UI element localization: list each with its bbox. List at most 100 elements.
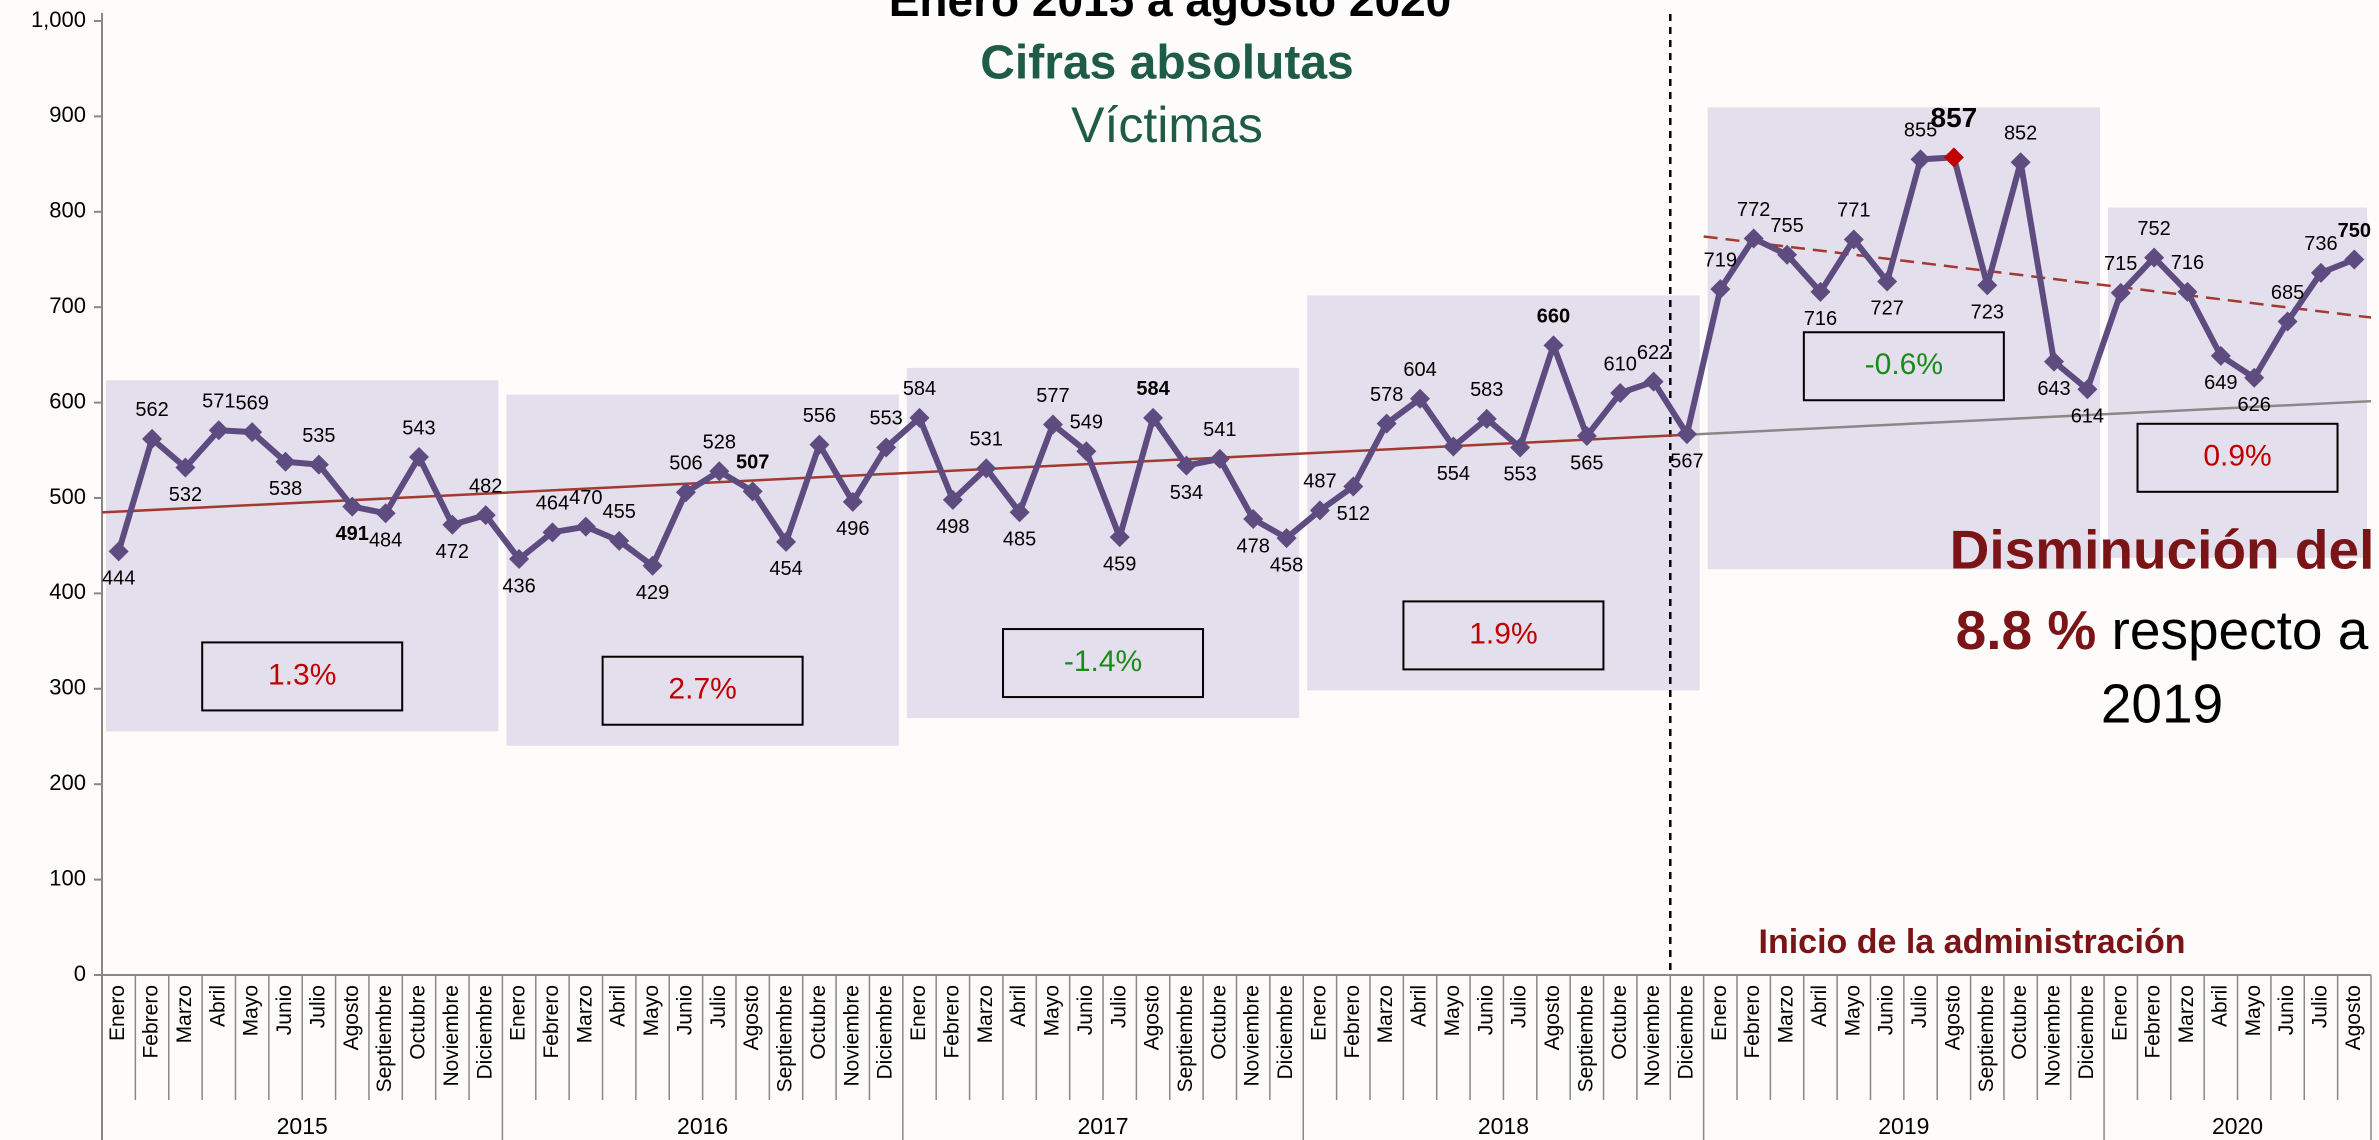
data-label: 487 bbox=[1303, 471, 1336, 493]
data-label: 755 bbox=[1770, 215, 1803, 237]
data-label: 556 bbox=[803, 405, 836, 427]
x-tick-label: Julio bbox=[707, 985, 730, 1028]
chart-subtitle: Cifras absolutas bbox=[980, 37, 1353, 90]
x-tick-label: Julio bbox=[306, 985, 329, 1028]
data-label: 685 bbox=[2271, 282, 2304, 304]
data-label: 626 bbox=[2238, 394, 2271, 416]
x-tick-label: Agosto bbox=[2342, 985, 2365, 1050]
data-label: 444 bbox=[102, 568, 135, 590]
data-label: 614 bbox=[2071, 406, 2104, 428]
x-tick-label: Octubre bbox=[1207, 985, 1230, 1060]
x-tick-label: Diciembre bbox=[874, 985, 897, 1080]
x-tick-label: Octubre bbox=[1608, 985, 1631, 1060]
data-label: 496 bbox=[836, 518, 869, 540]
data-label: 649 bbox=[2204, 372, 2237, 394]
x-tick-label: Noviembre bbox=[840, 985, 863, 1087]
data-label: 553 bbox=[869, 408, 902, 430]
y-tick-label: 200 bbox=[49, 770, 86, 795]
x-tick-label: Abril bbox=[1808, 985, 1831, 1027]
change-label: 2.7% bbox=[668, 673, 736, 706]
y-tick-label: 1,000 bbox=[31, 7, 86, 32]
data-label: 506 bbox=[669, 453, 702, 475]
data-label: 622 bbox=[1637, 342, 1670, 364]
note-line1: Disminución del bbox=[1950, 519, 2375, 581]
x-tick-label: Enero bbox=[2108, 985, 2131, 1041]
x-tick-label: Agosto bbox=[1541, 985, 1564, 1050]
data-label: 532 bbox=[169, 484, 202, 506]
data-label: 583 bbox=[1470, 379, 1503, 401]
x-tick-label: Junio bbox=[1074, 985, 1097, 1035]
x-tick-label: Junio bbox=[2275, 985, 2298, 1035]
change-label: 1.9% bbox=[1469, 617, 1537, 650]
year-label: 2019 bbox=[1878, 1113, 1929, 1139]
data-label: 584 bbox=[903, 378, 936, 400]
x-tick-label: Agosto bbox=[340, 985, 363, 1050]
x-tick-label: Junio bbox=[273, 985, 296, 1035]
x-tick-label: Mayo bbox=[1441, 985, 1464, 1036]
x-tick-label: Noviembre bbox=[1641, 985, 1664, 1087]
data-label: 498 bbox=[936, 516, 969, 538]
x-tick-label: Septiembre bbox=[373, 985, 396, 1092]
chart: Enero 2015 a agosto 2020 Cifras absoluta… bbox=[0, 0, 2379, 1140]
y-tick-label: 900 bbox=[49, 102, 86, 127]
data-label: 857 bbox=[1931, 102, 1978, 133]
x-tick-label: Abril bbox=[1408, 985, 1431, 1027]
data-label: 436 bbox=[502, 575, 535, 597]
x-tick-label: Mayo bbox=[640, 985, 663, 1036]
x-tick-label: Marzo bbox=[173, 985, 196, 1043]
data-label: 528 bbox=[703, 432, 736, 454]
data-label: 459 bbox=[1103, 553, 1136, 575]
note-line3: 2019 bbox=[2101, 673, 2223, 735]
data-label: 750 bbox=[2338, 220, 2371, 242]
data-label: 507 bbox=[736, 452, 769, 474]
chart-title: Enero 2015 a agosto 2020 bbox=[889, 0, 1452, 26]
data-label: 512 bbox=[1337, 503, 1370, 525]
x-tick-label: Julio bbox=[1107, 985, 1130, 1028]
data-label: 752 bbox=[2137, 218, 2170, 240]
x-tick-label: Marzo bbox=[1374, 985, 1397, 1043]
data-label: 852 bbox=[2004, 122, 2037, 144]
x-tick-label: Marzo bbox=[1775, 985, 1798, 1043]
data-label: 458 bbox=[1270, 554, 1303, 576]
x-tick-label: Septiembre bbox=[774, 985, 797, 1092]
x-tick-label: Enero bbox=[1307, 985, 1330, 1041]
year-label: 2017 bbox=[1077, 1113, 1128, 1139]
x-tick-label: Diciembre bbox=[1675, 985, 1698, 1080]
note-line2: 8.8 % respecto a bbox=[1956, 599, 2369, 661]
x-tick-label: Abril bbox=[2208, 985, 2231, 1027]
x-tick-label: Diciembre bbox=[473, 985, 496, 1080]
x-tick-label: Junio bbox=[1875, 985, 1898, 1035]
note-highlight: 8.8 % bbox=[1956, 599, 2097, 661]
x-tick-label: Mayo bbox=[1041, 985, 1064, 1036]
data-label: 643 bbox=[2037, 378, 2070, 400]
x-tick-label: Diciembre bbox=[1274, 985, 1297, 1080]
x-tick-label: Mayo bbox=[240, 985, 263, 1036]
x-tick-label: Febrero bbox=[540, 985, 563, 1059]
data-label: 455 bbox=[603, 501, 636, 523]
data-label: 535 bbox=[302, 425, 335, 447]
x-tick-label: Enero bbox=[907, 985, 930, 1041]
change-label: -0.6% bbox=[1865, 348, 1943, 381]
data-label: 472 bbox=[436, 541, 469, 563]
data-label: 571 bbox=[202, 391, 235, 413]
x-tick-label: Febrero bbox=[940, 985, 963, 1059]
x-tick-label: Abril bbox=[206, 985, 229, 1027]
data-label: 454 bbox=[769, 558, 802, 580]
x-tick-label: Abril bbox=[1007, 985, 1030, 1027]
x-tick-label: Abril bbox=[607, 985, 630, 1027]
data-label: 716 bbox=[2171, 252, 2204, 274]
year-label: 2015 bbox=[277, 1113, 328, 1139]
data-label: 553 bbox=[1503, 464, 1536, 486]
x-tick-label: Enero bbox=[1708, 985, 1731, 1041]
page: Enero 2015 a agosto 2020 Cifras absoluta… bbox=[0, 0, 2379, 1140]
x-tick-label: Mayo bbox=[2242, 985, 2265, 1036]
data-label: 771 bbox=[1837, 200, 1870, 222]
note-text: respecto a bbox=[2112, 599, 2369, 661]
data-label: 660 bbox=[1537, 306, 1570, 328]
data-label: 491 bbox=[336, 523, 369, 545]
y-tick-label: 300 bbox=[49, 675, 86, 700]
x-tick-label: Diciembre bbox=[2075, 985, 2098, 1080]
x-tick-label: Febrero bbox=[140, 985, 163, 1059]
data-label: 482 bbox=[469, 475, 502, 497]
year-label: 2018 bbox=[1478, 1113, 1529, 1139]
